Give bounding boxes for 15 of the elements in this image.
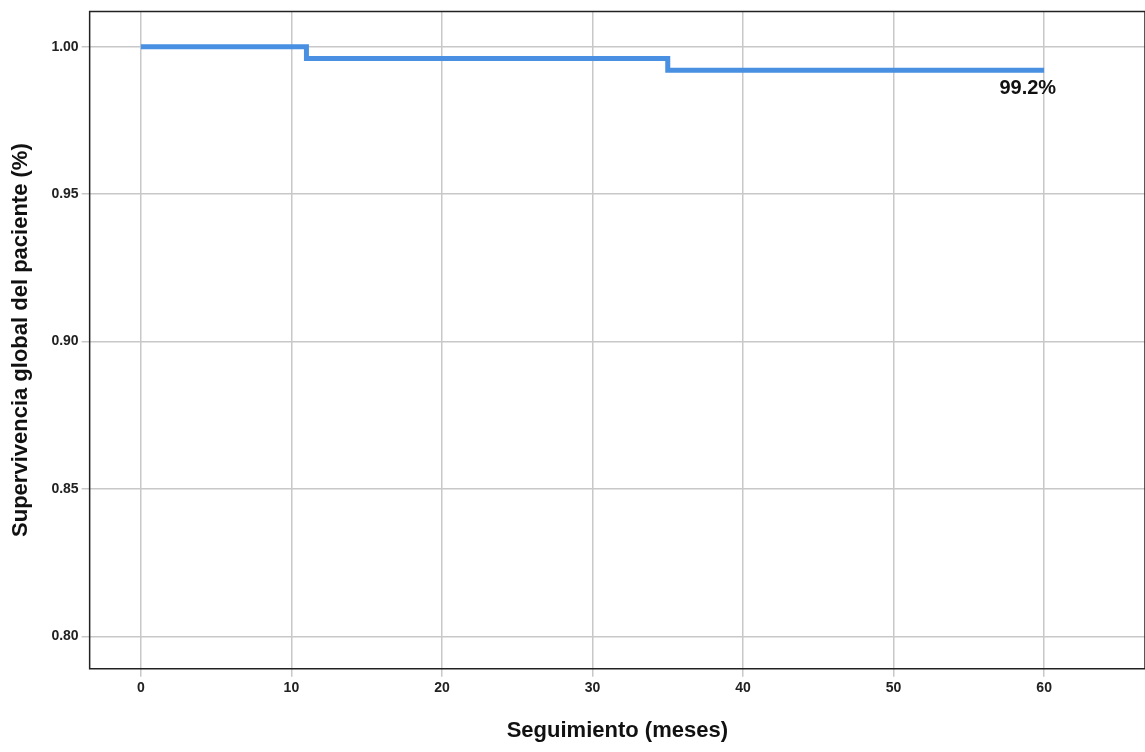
y-tick-label: 0.90 xyxy=(51,332,79,349)
y-tick-label: 0.85 xyxy=(51,479,79,496)
x-tick-label: 20 xyxy=(434,679,450,696)
x-tick-label: 30 xyxy=(584,679,601,696)
y-tick-label: 1.00 xyxy=(51,37,79,54)
annotation: 99.2% xyxy=(999,75,1057,98)
y-axis-title: Supervivencia global del paciente (%) xyxy=(7,143,33,537)
x-tick-label: 0 xyxy=(136,679,145,696)
x-axis-title: Seguimiento (meses) xyxy=(506,716,728,742)
x-tick-label: 40 xyxy=(735,679,752,696)
x-tick-label: 10 xyxy=(283,679,300,696)
y-tick-label: 0.95 xyxy=(51,185,79,202)
y-tick-label: 0.80 xyxy=(51,627,79,644)
x-tick-label: 60 xyxy=(1036,679,1053,696)
x-tick-label: 50 xyxy=(885,679,902,696)
